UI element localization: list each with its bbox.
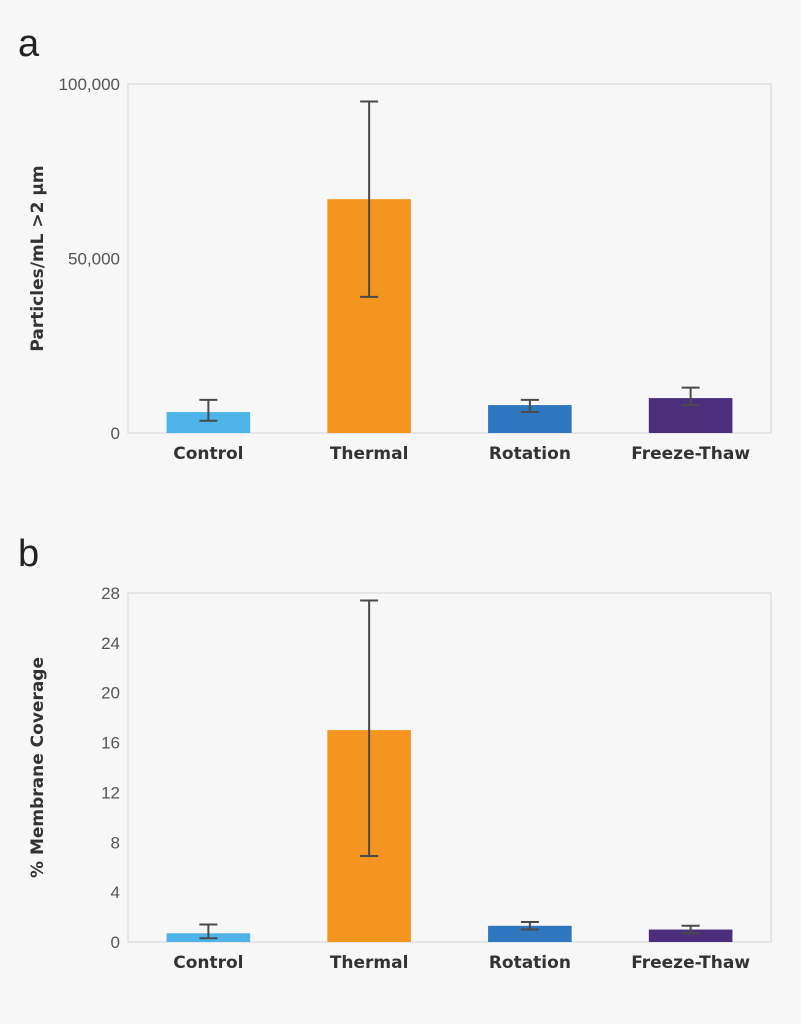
category-label: Thermal	[330, 953, 409, 973]
category-label: Freeze-Thaw	[631, 953, 750, 973]
y-tick-label: 4	[111, 883, 120, 902]
panel-a: a 0 50,000 100,000 Control Thermal Rotation F…	[18, 23, 772, 464]
category-label: Control	[173, 953, 243, 973]
bar	[166, 412, 251, 433]
error-bar	[199, 923, 218, 940]
y-tick-label: 20	[101, 684, 120, 703]
panel-b: b 0 4 8 12 16 20 24 28 Control Thermal Rotation Fr…	[18, 533, 772, 973]
error-bar	[520, 398, 539, 414]
bars-a	[166, 199, 733, 433]
error-bar	[520, 921, 539, 931]
error-bar	[360, 599, 379, 857]
y-tick-label: 0	[111, 424, 120, 443]
plot-frame-a	[127, 83, 772, 434]
y-tick-label: 24	[101, 634, 120, 653]
category-labels-b: Control Thermal Rotation Freeze-Thaw	[173, 953, 750, 973]
error-bar	[681, 924, 700, 935]
category-labels-a: Control Thermal Rotation Freeze-Thaw	[173, 444, 750, 464]
y-axis-title-b: % Membrane Coverage	[28, 657, 48, 878]
panel-b-letter: b	[18, 533, 39, 575]
category-label: Freeze-Thaw	[631, 444, 750, 464]
y-tick-labels-a: 0 50,000 100,000	[59, 75, 120, 443]
y-tick-labels-b: 0 4 8 12 16 20 24 28	[101, 584, 120, 952]
y-tick-label: 0	[111, 933, 120, 952]
error-bars-b	[199, 599, 700, 940]
error-bars-a	[199, 100, 700, 422]
error-bar	[360, 100, 379, 298]
error-bar	[681, 386, 700, 407]
plot-frame-b	[127, 592, 772, 943]
y-tick-label: 28	[101, 584, 120, 603]
panel-a-letter: a	[18, 23, 40, 65]
y-tick-label: 100,000	[59, 75, 120, 94]
y-tick-label: 50,000	[68, 250, 120, 269]
y-axis-title-a: Particles/mL >2 μm	[28, 165, 48, 351]
y-tick-label: 12	[101, 783, 120, 802]
y-tick-label: 16	[101, 734, 120, 753]
error-bar	[199, 398, 218, 422]
category-label: Control	[173, 444, 243, 464]
category-label: Thermal	[330, 444, 409, 464]
bar	[488, 925, 572, 942]
bar	[648, 929, 733, 942]
category-label: Rotation	[489, 953, 571, 973]
y-tick-label: 8	[111, 833, 120, 852]
category-label: Rotation	[489, 444, 571, 464]
